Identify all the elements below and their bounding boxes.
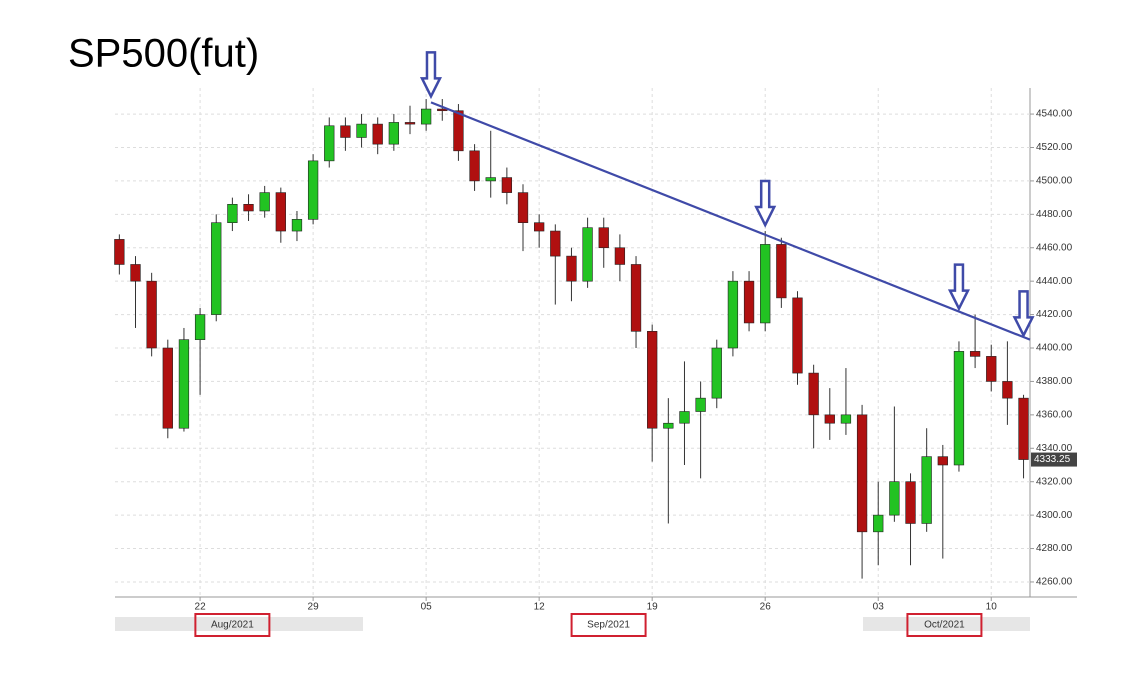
candle-body [727,280,739,349]
candle-body [695,397,706,412]
candle-body [146,280,157,349]
y-tick-label: 4280.00 [1036,543,1073,554]
y-tick-label: 4340.00 [1036,443,1073,454]
candle-body [534,222,545,232]
candle-body [873,514,884,533]
candle-body [647,331,658,429]
x-tick-label: 19 [647,602,659,613]
x-tick-label: 03 [873,602,885,613]
candle-body [1002,381,1013,399]
x-tick-label: 05 [421,602,433,613]
month-band [863,617,1030,631]
month-box [570,613,647,637]
last-price-box [1031,452,1077,467]
candle-body [743,280,755,324]
candle-body [598,227,609,249]
candle-body [1018,397,1029,460]
candle-body [582,227,593,282]
candle-body [194,314,206,340]
y-tick-label: 4520.00 [1036,142,1073,153]
y-tick-label: 4540.00 [1036,109,1073,120]
candle-body [614,247,626,265]
candle-body [663,422,674,429]
y-tick-label: 4260.00 [1036,577,1073,588]
candle-body [808,372,819,416]
y-tick-label: 4320.00 [1036,476,1073,487]
y-tick-label: 4420.00 [1036,309,1073,320]
month-box [906,613,983,637]
candle-body [856,414,868,533]
month-box [194,613,271,637]
candle-body [356,123,367,138]
month-band [115,617,363,631]
candle-body [227,204,238,223]
candle-body [469,150,480,182]
candle-body [986,356,997,382]
candle-body [953,351,965,466]
candle-body [404,122,416,125]
y-tick-label: 4380.00 [1036,376,1073,387]
candle-body [324,125,335,162]
x-tick-label: 22 [195,602,207,613]
month-label: Sep/2021 [587,620,630,631]
last-price-label: 4333.25 [1034,454,1071,465]
candle-body [259,192,270,212]
arrow [754,179,777,228]
candle-body [889,481,900,516]
x-tick-label: 26 [760,602,772,613]
candle-body [905,481,916,524]
y-tick-label: 4480.00 [1036,209,1073,220]
candle-body [840,414,852,424]
candle-body [243,204,254,212]
candle-body [453,110,464,152]
candle-body [566,255,577,282]
candle-body [550,230,561,257]
candle-body [760,244,771,324]
month-label: Aug/2021 [211,620,254,631]
candle-body [420,108,432,125]
candle-body [679,411,690,424]
candle-body [501,177,513,193]
y-tick-label: 4500.00 [1036,176,1073,187]
arrow [419,51,443,100]
candle-body [130,264,141,282]
candle-body [275,192,286,232]
month-label: Oct/2021 [924,620,965,631]
candle-body [792,297,803,374]
y-tick-label: 4440.00 [1036,276,1073,287]
candle-body [291,219,303,232]
candle-body [114,239,125,265]
arrow [947,263,970,312]
x-tick-label: 12 [534,602,546,613]
candle-body [630,264,642,332]
arrow [1012,290,1035,339]
candle-body [307,160,319,220]
y-tick-label: 4400.00 [1036,343,1073,354]
candle-body [969,351,981,357]
candle-body [776,244,787,299]
candle-body [485,177,496,182]
x-tick-label: 10 [986,602,998,613]
x-tick-label: 29 [308,602,320,613]
candle-body [388,122,399,145]
trend-line [430,101,1031,341]
candle-body [824,414,835,424]
candle-body [211,222,222,315]
y-tick-label: 4360.00 [1036,409,1073,420]
candle-body [711,347,722,399]
candle-body [340,125,351,138]
chart-title: SP500(fut) [68,32,259,76]
candle-body [517,192,529,223]
candle-body [937,456,948,466]
candle-body [372,123,383,145]
plot-area [115,88,1030,597]
candle-body [162,347,173,429]
y-tick-label: 4300.00 [1036,510,1073,521]
y-tick-label: 4460.00 [1036,242,1073,253]
candle-body [921,456,932,524]
candle-body [178,339,190,429]
